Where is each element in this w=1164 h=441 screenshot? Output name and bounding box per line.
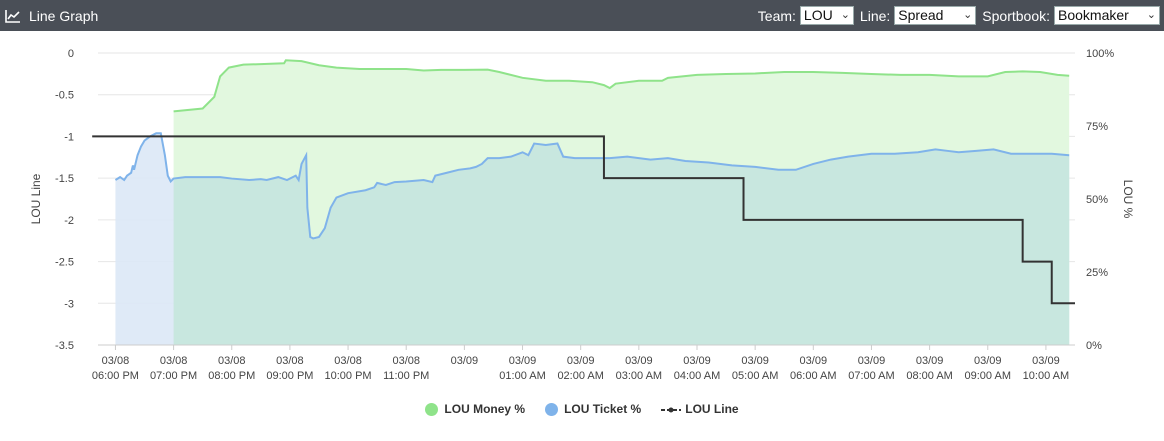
chart-legend: LOU Money % LOU Ticket % LOU Line	[0, 402, 1164, 416]
line-label: Line:	[859, 7, 891, 24]
legend-ticket-label: LOU Ticket %	[564, 402, 642, 416]
x-tick-time-label: 07:00 PM	[150, 370, 197, 382]
x-tick-date-label: 03/08	[392, 355, 420, 367]
team-select-value: LOU	[803, 7, 833, 23]
line-chart-icon	[5, 9, 21, 23]
y-right-tick-label: 100%	[1086, 48, 1114, 60]
x-tick-date-label: 03/09	[741, 355, 769, 367]
y-left-tick-label: -1	[64, 131, 74, 143]
ticket-series-line	[114, 132, 1070, 240]
chevron-down-icon: ⌄	[1146, 9, 1156, 21]
chart-filters: Team: LOU ⌄ Line: Spread ⌄ Sportbook: Bo…	[752, 6, 1160, 25]
x-tick-date-label: 03/08	[276, 355, 304, 367]
legend-item-ticket[interactable]: LOU Ticket %	[545, 402, 641, 416]
x-tick-date-label: 03/09	[1032, 355, 1060, 367]
line-select-value: Spread	[898, 7, 944, 23]
x-tick-date-label: 03/08	[102, 355, 130, 367]
chart-title-group: Line Graph	[5, 8, 98, 24]
sportbook-label: Sportbook:	[982, 7, 1050, 24]
sportbook-select-value: Bookmaker	[1058, 7, 1129, 23]
x-tick-date-label: 03/09	[567, 355, 595, 367]
team-label: Team:	[757, 7, 796, 24]
legend-line-marker	[661, 404, 682, 414]
y-left-tick-label: -0.5	[55, 90, 74, 102]
sportbook-select[interactable]: Bookmaker ⌄	[1054, 6, 1160, 25]
line-select[interactable]: Spread ⌄	[894, 6, 977, 25]
overlap-area	[173, 143, 1070, 345]
legend-ticket-marker	[545, 402, 559, 416]
x-tick-time-label: 02:00 AM	[557, 370, 603, 382]
chevron-down-icon: ⌄	[963, 9, 973, 21]
x-tick-date-label: 03/09	[916, 355, 944, 367]
x-tick-date-label: 03/09	[509, 355, 537, 367]
y-left-tick-label: -1.5	[55, 173, 74, 185]
x-tick-time-label: 06:00 AM	[790, 370, 836, 382]
x-tick-date-label: 03/09	[974, 355, 1002, 367]
y-right-tick-label: 50%	[1086, 194, 1108, 206]
x-tick-time-label: 04:00 AM	[674, 370, 720, 382]
x-tick-date-label: 03/09	[800, 355, 828, 367]
x-tick-time-label: 06:00 PM	[92, 370, 139, 382]
x-tick-date-label: 03/09	[683, 355, 711, 367]
y-left-tick-label: -3.5	[55, 340, 74, 352]
money-series-line	[173, 59, 1070, 113]
x-tick-time-label: 10:00 PM	[325, 370, 372, 382]
lou-line-series	[92, 135, 1075, 305]
y-left-tick-label: -3	[64, 298, 74, 310]
team-select[interactable]: LOU ⌄	[799, 6, 854, 25]
y-right-tick-label: 75%	[1086, 121, 1108, 133]
chart-header-bar: Line Graph Team: LOU ⌄ Line: Spread ⌄ Sp…	[0, 0, 1164, 31]
y-right-tick-label: 25%	[1086, 267, 1108, 279]
x-tick-time-label: 09:00 PM	[266, 370, 313, 382]
y-left-tick-label: -2	[64, 215, 74, 227]
x-tick-date-label: 03/09	[625, 355, 653, 367]
x-tick-date-label: 03/09	[858, 355, 886, 367]
x-tick-time-label: 03:00 AM	[616, 370, 662, 382]
x-tick-time-label: 11:00 PM	[383, 370, 429, 382]
legend-line-label: LOU Line	[685, 402, 739, 416]
y-left-tick-label: 0	[68, 48, 74, 60]
legend-money-label: LOU Money %	[444, 402, 526, 416]
y-left-axis-title: LOU Line	[29, 173, 43, 224]
x-tick-time-label: 10:00 AM	[1023, 370, 1069, 382]
x-tick-time-label: 08:00 PM	[208, 370, 255, 382]
legend-money-marker	[425, 402, 439, 416]
x-tick-date-label: 03/09	[451, 355, 479, 367]
line-graph: 0 -0.5 -1 -1.5 -2 -2.5 -3 -3.5 100% 75% 50% 25% 0% LO…	[29, 48, 1135, 382]
chart-title: Line Graph	[29, 7, 99, 24]
legend-item-money[interactable]: LOU Money %	[425, 402, 525, 416]
x-tick-date-label: 03/08	[334, 355, 362, 367]
x-tick-time-label: 07:00 AM	[848, 370, 894, 382]
x-tick-time-label: 05:00 AM	[732, 370, 778, 382]
x-tick-date-label: 03/08	[218, 355, 246, 367]
x-tick-date-label: 03/08	[160, 355, 188, 367]
chevron-down-icon: ⌄	[840, 9, 850, 21]
legend-item-line[interactable]: LOU Line	[661, 402, 739, 416]
x-tick-time-label: 08:00 AM	[906, 370, 952, 382]
y-right-axis-title: LOU %	[1121, 180, 1135, 219]
y-left-tick-label: -2.5	[55, 257, 74, 269]
x-tick-time-label: 09:00 AM	[965, 370, 1011, 382]
x-tick-time-label: 01:00 AM	[499, 370, 545, 382]
y-right-tick-label: 0%	[1086, 340, 1102, 352]
